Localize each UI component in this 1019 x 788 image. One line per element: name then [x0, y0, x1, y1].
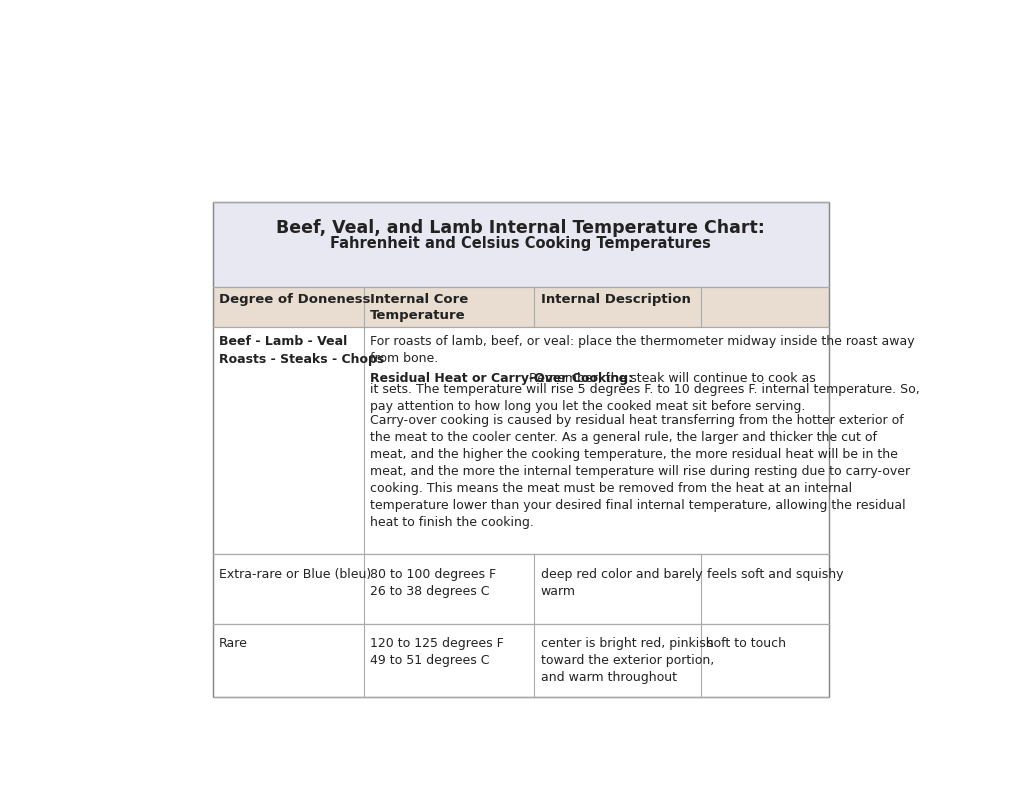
- Text: Extra-rare or Blue (bleu): Extra-rare or Blue (bleu): [219, 568, 371, 581]
- Text: 120 to 125 degrees F
49 to 51 degrees C: 120 to 125 degrees F 49 to 51 degrees C: [370, 637, 503, 667]
- Text: center is bright red, pinkish
toward the exterior portion,
and warm throughout: center is bright red, pinkish toward the…: [540, 637, 713, 685]
- Text: For roasts of lamb, beef, or veal: place the thermometer midway inside the roast: For roasts of lamb, beef, or veal: place…: [370, 335, 914, 365]
- Text: Rare: Rare: [219, 637, 248, 650]
- Bar: [213, 327, 828, 554]
- Text: Fahrenheit and Celsius Cooking Temperatures: Fahrenheit and Celsius Cooking Temperatu…: [330, 236, 710, 251]
- Text: feels soft and squishy: feels soft and squishy: [706, 568, 843, 581]
- Bar: [213, 203, 828, 287]
- Text: Degree of Doneness: Degree of Doneness: [219, 293, 370, 307]
- Text: Beef, Veal, and Lamb Internal Temperature Chart:: Beef, Veal, and Lamb Internal Temperatur…: [276, 219, 764, 237]
- Text: soft to touch: soft to touch: [706, 637, 786, 650]
- Text: Residual Heat or Carry-Over Cooking:: Residual Heat or Carry-Over Cooking:: [370, 372, 633, 385]
- Text: Beef - Lamb - Veal
Roasts - Steaks - Chops: Beef - Lamb - Veal Roasts - Steaks - Cho…: [219, 335, 384, 366]
- Bar: [213, 623, 828, 697]
- Text: 80 to 100 degrees F
26 to 38 degrees C: 80 to 100 degrees F 26 to 38 degrees C: [370, 568, 495, 598]
- Bar: [213, 203, 828, 697]
- Bar: [213, 554, 828, 623]
- Text: Carry-over cooking is caused by residual heat transferring from the hotter exter: Carry-over cooking is caused by residual…: [370, 414, 909, 530]
- Text: deep red color and barely
warm: deep red color and barely warm: [540, 568, 701, 598]
- Text: Internal Core
Temperature: Internal Core Temperature: [370, 293, 468, 322]
- Text: Internal Description: Internal Description: [540, 293, 690, 307]
- Text: it sets. The temperature will rise 5 degrees F. to 10 degrees F. internal temper: it sets. The temperature will rise 5 deg…: [370, 383, 919, 413]
- Bar: [213, 287, 828, 327]
- Text: Remember, the steak will continue to cook as: Remember, the steak will continue to coo…: [525, 372, 815, 385]
